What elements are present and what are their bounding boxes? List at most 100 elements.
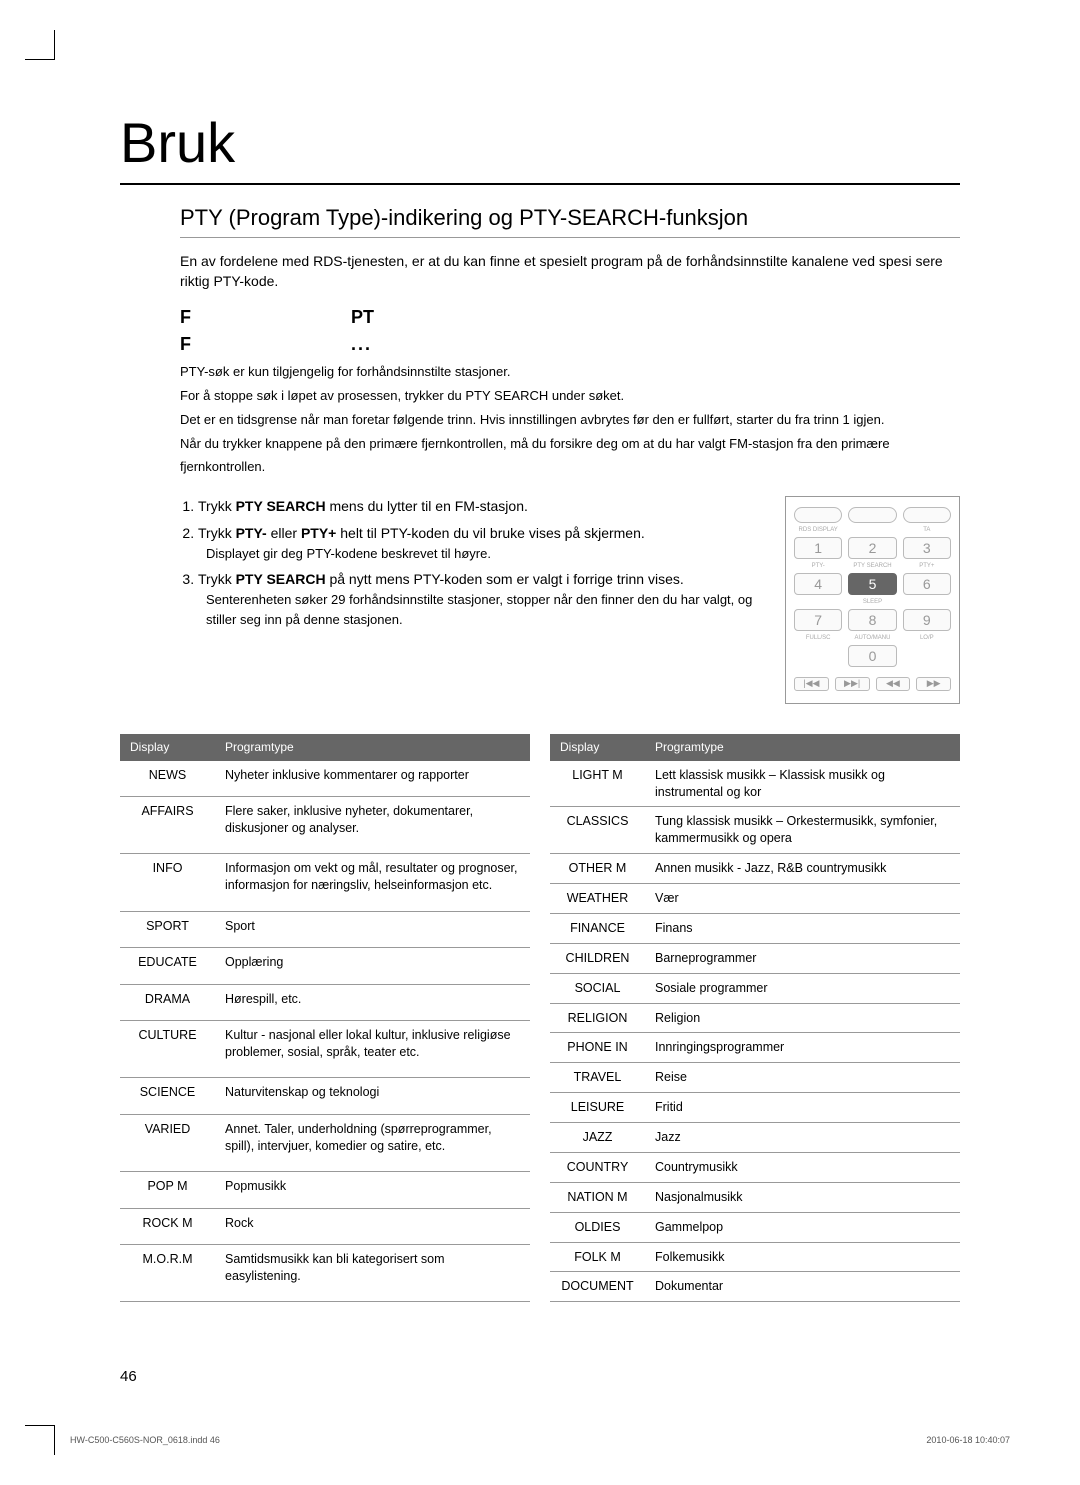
table-row: TRAVELReise (550, 1063, 960, 1093)
subhead-1b: PT (351, 307, 374, 327)
pty-code: SPORT (120, 911, 215, 948)
pty-desc: Jazz (645, 1123, 960, 1153)
pty-code: LIGHT M (550, 760, 645, 807)
pty-desc: Annen musikk - Jazz, R&B countrymusikk (645, 854, 960, 884)
table-row: OLDIESGammelpop (550, 1212, 960, 1242)
table-row: INFOInformasjon om vekt og mål, resultat… (120, 854, 530, 911)
pty-desc: Dokumentar (645, 1272, 960, 1302)
pty-code: PHONE IN (550, 1033, 645, 1063)
pty-desc: Popmusikk (215, 1172, 530, 1209)
pty-desc: Countrymusikk (645, 1152, 960, 1182)
table-row: NEWSNyheter inklusive kommentarer og rap… (120, 760, 530, 797)
table-row: SCIENCENaturvitenskap og teknologi (120, 1078, 530, 1115)
remote-label: RDS DISPLAY (794, 527, 842, 533)
pty-code: M.O.R.M (120, 1245, 215, 1302)
crop-mark (25, 30, 55, 60)
instruction-sub: Senterenheten søker 29 forhåndsinnstilte… (206, 590, 765, 629)
pty-desc: Sosiale programmer (645, 973, 960, 1003)
table-row: DRAMAHørespill, etc. (120, 984, 530, 1021)
table-row: VARIEDAnnet. Taler, underholdning (spørr… (120, 1114, 530, 1171)
remote-button: 3 (903, 537, 951, 559)
remote-label: PTY+ (903, 563, 951, 569)
pty-desc: Naturvitenskap og teknologi (215, 1078, 530, 1115)
pty-desc: Rock (215, 1208, 530, 1245)
table-row: LEISUREFritid (550, 1093, 960, 1123)
table-row: LIGHT MLett klassisk musikk – Klassisk m… (550, 760, 960, 807)
remote-button (794, 507, 842, 523)
remote-next-icon: ▶▶| (835, 677, 870, 691)
pty-code: EDUCATE (120, 948, 215, 985)
remote-label: PTY SEARCH (848, 563, 896, 569)
pty-desc: Lett klassisk musikk – Klassisk musikk o… (645, 760, 960, 807)
pty-desc: Flere saker, inklusive nyheter, dokument… (215, 797, 530, 854)
table-row: CLASSICSTung klassisk musikk – Orkesterm… (550, 807, 960, 854)
pty-table-right: Display Programtype LIGHT MLett klassisk… (550, 734, 960, 1303)
table-row: AFFAIRSFlere saker, inklusive nyheter, d… (120, 797, 530, 854)
pty-code: CHILDREN (550, 943, 645, 973)
table-row: PHONE INInnringingsprogrammer (550, 1033, 960, 1063)
note-item: For å stoppe søk i løpet av prosessen, t… (180, 385, 960, 407)
instructions-list: Trykk PTY SEARCH mens du lytter til en F… (180, 496, 765, 636)
pty-desc: Fritid (645, 1093, 960, 1123)
subhead-2b: ... (351, 334, 372, 354)
table-row: CHILDRENBarneprogrammer (550, 943, 960, 973)
remote-button: 1 (794, 537, 842, 559)
pty-desc: Reise (645, 1063, 960, 1093)
pty-code: VARIED (120, 1114, 215, 1171)
pty-code: FINANCE (550, 913, 645, 943)
pty-code: WEATHER (550, 884, 645, 914)
pty-code: POP M (120, 1172, 215, 1209)
pty-code: OLDIES (550, 1212, 645, 1242)
note-item: Det er en tidsgrense når man foretar føl… (180, 409, 960, 431)
remote-button-highlight: 5 (848, 573, 896, 595)
pty-code: TRAVEL (550, 1063, 645, 1093)
footer-right: 2010-06-18 10:40:07 (926, 1435, 1010, 1445)
remote-button: 4 (794, 573, 842, 595)
pty-table-left: Display Programtype NEWSNyheter inklusiv… (120, 734, 530, 1303)
pty-desc: Kultur - nasjonal eller lokal kultur, in… (215, 1021, 530, 1078)
pty-desc: Informasjon om vekt og mål, resultater o… (215, 854, 530, 911)
pty-desc: Folkemusikk (645, 1242, 960, 1272)
subhead-1a: F (180, 307, 191, 327)
remote-diagram: RDS DISPLAY TA 1 2 3 PTY- PTY SEARCH PTY… (785, 496, 960, 704)
footer-left: HW-C500-C560S-NOR_0618.indd 46 (70, 1435, 220, 1445)
pty-desc: Barneprogrammer (645, 943, 960, 973)
pty-code: NATION M (550, 1182, 645, 1212)
notes-list: PTY-søk er kun tilgjengelig for forhånds… (180, 361, 960, 477)
remote-label: SLEEP (848, 599, 896, 605)
remote-label: AUTO/MANU (848, 635, 896, 641)
table-row: SOCIALSosiale programmer (550, 973, 960, 1003)
pty-code: RELIGION (550, 1003, 645, 1033)
table-row: NATION MNasjonalmusikk (550, 1182, 960, 1212)
pty-desc: Innringingsprogrammer (645, 1033, 960, 1063)
remote-prev-icon: |◀◀ (794, 677, 829, 691)
instruction-item: Trykk PTY SEARCH mens du lytter til en F… (198, 496, 765, 517)
pty-desc: Religion (645, 1003, 960, 1033)
table-header: Display (550, 734, 645, 761)
table-row: RELIGIONReligion (550, 1003, 960, 1033)
table-row: SPORTSport (120, 911, 530, 948)
remote-button (903, 507, 951, 523)
table-header: Programtype (215, 734, 530, 761)
pty-code: CLASSICS (550, 807, 645, 854)
table-row: EDUCATEOpplæring (120, 948, 530, 985)
remote-rew-icon: ◀◀ (876, 677, 911, 691)
remote-label: FULL/SC (794, 635, 842, 641)
remote-label: LO/P (903, 635, 951, 641)
table-row: ROCK MRock (120, 1208, 530, 1245)
pty-code: COUNTRY (550, 1152, 645, 1182)
remote-button: 9 (903, 609, 951, 631)
pty-code: ROCK M (120, 1208, 215, 1245)
table-row: POP MPopmusikk (120, 1172, 530, 1209)
instruction-item: Trykk PTY- eller PTY+ helt til PTY-koden… (198, 523, 765, 564)
page-title: Bruk (120, 110, 960, 185)
instruction-sub: Displayet gir deg PTY-kodene beskrevet t… (206, 544, 765, 564)
table-row: FINANCEFinans (550, 913, 960, 943)
pty-desc: Opplæring (215, 948, 530, 985)
table-row: JAZZJazz (550, 1123, 960, 1153)
pty-code: CULTURE (120, 1021, 215, 1078)
remote-button: 0 (848, 645, 898, 667)
remote-button (848, 507, 896, 523)
pty-desc: Gammelpop (645, 1212, 960, 1242)
remote-ff-icon: ▶▶ (916, 677, 951, 691)
